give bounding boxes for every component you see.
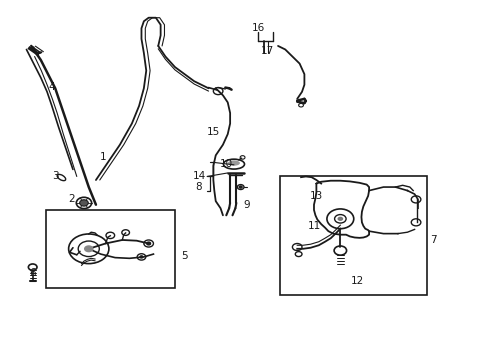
Text: 16: 16: [252, 23, 265, 33]
Text: 17: 17: [260, 46, 274, 56]
Bar: [280, 176, 426, 294]
Bar: [45, 210, 175, 288]
Circle shape: [84, 245, 93, 252]
Text: 1: 1: [100, 152, 106, 162]
Text: 8: 8: [195, 182, 202, 192]
Text: 7: 7: [429, 235, 436, 245]
Circle shape: [337, 217, 343, 221]
Text: 10: 10: [220, 159, 233, 169]
Text: 14: 14: [192, 171, 205, 181]
Circle shape: [146, 242, 150, 245]
Text: 3: 3: [52, 171, 59, 181]
Text: 6: 6: [29, 269, 36, 279]
Text: 12: 12: [350, 275, 363, 285]
Text: 15: 15: [206, 127, 220, 138]
Text: 13: 13: [309, 191, 323, 201]
Text: 11: 11: [307, 221, 320, 231]
Ellipse shape: [227, 161, 240, 166]
Text: 9: 9: [243, 200, 250, 210]
Text: 2: 2: [68, 194, 75, 204]
Text: 5: 5: [181, 251, 187, 261]
Circle shape: [239, 186, 242, 188]
Circle shape: [140, 256, 142, 258]
Circle shape: [80, 200, 88, 206]
Text: 4: 4: [48, 81, 55, 91]
